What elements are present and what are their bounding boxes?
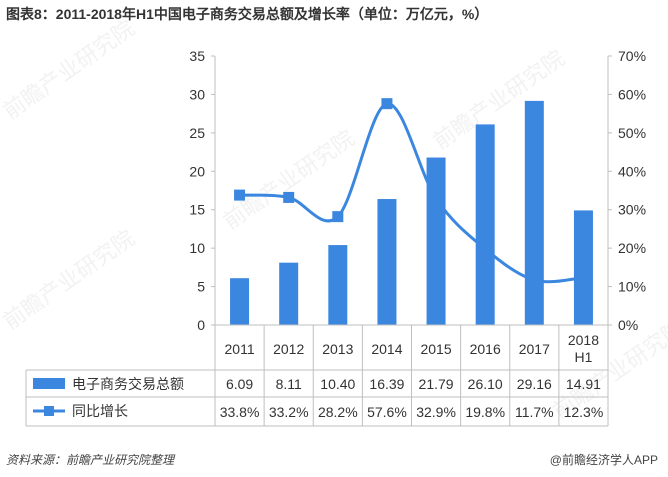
category-label-line: H1 [574, 349, 592, 365]
legend-line-label: 同比增长 [72, 403, 128, 419]
left-tick-label: 25 [189, 125, 205, 141]
bar-value-label: 6.09 [226, 376, 253, 392]
category-label: 2014 [371, 341, 402, 357]
growth-marker [234, 189, 246, 201]
right-tick-label: 30% [618, 202, 646, 218]
growth-marker [381, 98, 393, 110]
bar-value-label: 14.91 [566, 376, 601, 392]
left-tick-label: 5 [197, 279, 205, 295]
growth-marker [283, 191, 295, 203]
growth-marker [479, 243, 491, 255]
category-label-line: 2018 [568, 332, 599, 348]
category-label: 2017 [519, 341, 550, 357]
brand-note: @前瞻经济学人APP [549, 453, 658, 467]
growth-marker [577, 272, 589, 284]
bar-series [230, 100, 593, 325]
growth-marker [332, 211, 344, 223]
legend-bar-label: 电子商务交易总额 [72, 376, 184, 392]
watermark-text: 前瞻产业研究院 [0, 15, 139, 124]
left-tick-label: 35 [189, 48, 205, 64]
category-label: 2015 [420, 341, 451, 357]
growth-value-label: 11.7% [515, 404, 554, 420]
category-label: 2018 H1 [568, 332, 599, 365]
growth-value-label: 12.3% [564, 404, 604, 420]
bar [328, 245, 348, 325]
chart-grid [214, 56, 609, 325]
left-tick-label: 10 [189, 240, 205, 256]
bar-value-label: 10.40 [320, 376, 355, 392]
right-tick-label: 10% [618, 279, 646, 295]
bar-value-label: 26.10 [468, 376, 503, 392]
growth-marker [430, 193, 442, 205]
bar-value-label: 16.39 [369, 376, 404, 392]
left-tick-label: 20 [189, 163, 205, 179]
left-tick-label: 0 [197, 317, 205, 333]
bar [279, 262, 299, 325]
legend-line-marker [44, 406, 54, 416]
right-tick-label: 20% [618, 240, 646, 256]
category-label: 2016 [470, 341, 501, 357]
bar [573, 210, 593, 325]
category-label: 2012 [273, 341, 304, 357]
watermark-text: 前瞻产业研究院 [429, 45, 570, 154]
bar-value-label: 29.16 [517, 376, 552, 392]
left-tick-label: 15 [189, 202, 205, 218]
axis-ticks: 0 5 10 15 20 25 30 35 0% 10% 20% 30% 40% 50% 60% 70% [189, 48, 646, 333]
bar-value-label: 8.11 [276, 376, 302, 392]
growth-value-label: 33.2% [269, 404, 309, 420]
left-tick-label: 30 [189, 86, 205, 102]
bar [230, 278, 250, 325]
bar [475, 124, 495, 325]
bar [524, 100, 544, 325]
right-tick-label: 70% [618, 48, 646, 64]
growth-marker [528, 274, 540, 286]
growth-value-label: 28.2% [318, 404, 358, 420]
growth-value-label: 19.8% [465, 404, 505, 420]
growth-value-label: 57.6% [367, 404, 407, 420]
watermark-text: 前瞻产业研究院 [0, 225, 139, 334]
legend-bar-swatch [33, 378, 65, 389]
line-series [234, 98, 589, 286]
right-tick-label: 50% [618, 125, 646, 141]
data-table: 2011 2012 2013 2014 2015 2016 2017 2018 H1 电子商务交易… [25, 324, 609, 427]
right-tick-label: 0% [618, 317, 638, 333]
growth-line [239, 102, 584, 284]
category-label: 2011 [225, 341, 255, 357]
growth-value-label: 32.9% [416, 404, 456, 420]
bar [377, 199, 397, 325]
right-tick-label: 40% [618, 163, 646, 179]
category-label: 2013 [322, 341, 353, 357]
growth-value-label: 33.8% [220, 404, 260, 420]
right-tick-label: 60% [618, 86, 646, 102]
bar-value-label: 21.79 [419, 376, 454, 392]
source-note: 资料来源：前瞻产业研究院整理 [6, 453, 175, 467]
chart-title: 图表8：2011-2018年H1中国电子商务交易总额及增长率（单位：万亿元，%） [6, 6, 489, 22]
